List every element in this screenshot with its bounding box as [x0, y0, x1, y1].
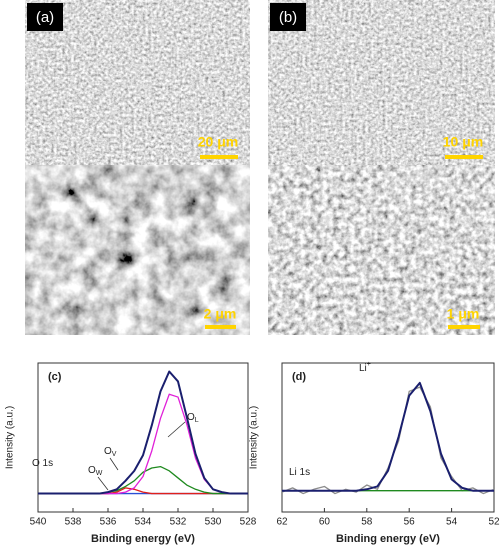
- x-axis-label: Binding energy (eV): [336, 533, 440, 545]
- x-tick-label: 58: [361, 517, 373, 528]
- data-line: [38, 393, 248, 495]
- annotation-subscript: L: [195, 417, 199, 424]
- sem-image: [25, 165, 250, 335]
- scale-bar-label: 2 μm: [204, 306, 237, 322]
- annotation: OV: [104, 446, 117, 458]
- annotation: Li 1s: [289, 467, 310, 478]
- x-tick-label: 528: [240, 517, 257, 528]
- scale-bar-label: 1 μm: [447, 306, 480, 322]
- x-tick-label: 534: [135, 517, 152, 528]
- data-line: [281, 386, 495, 495]
- panel-label: (b): [279, 9, 297, 26]
- x-tick-label: 538: [65, 517, 82, 528]
- data-line: [282, 381, 494, 492]
- y-axis-label: Intensity (a.u.): [249, 406, 260, 469]
- data-line: [38, 370, 248, 495]
- leader-line: [97, 476, 109, 491]
- annotation: OW: [88, 465, 103, 477]
- x-tick-label: 540: [30, 517, 47, 528]
- y-axis-label: Intensity (a.u.): [5, 406, 16, 469]
- x-tick-label: 536: [100, 517, 117, 528]
- scale-bar-label: 10 μm: [443, 134, 483, 150]
- annotation: OL: [187, 412, 199, 424]
- annotation-subscript: V: [112, 451, 117, 458]
- x-tick-label: 56: [404, 517, 416, 528]
- label-box: [27, 3, 63, 31]
- leader-line: [109, 457, 119, 471]
- annotation-text: O 1s: [32, 458, 53, 469]
- scale-bar-label: 20 μm: [198, 134, 238, 150]
- annotation-text: Li: [359, 363, 367, 374]
- panel-label: (a): [36, 9, 54, 26]
- x-tick-label: 54: [446, 517, 458, 528]
- x-tick-label: 52: [488, 517, 500, 528]
- x-axis-label: Binding energy (eV): [91, 533, 195, 545]
- annotation: O 1s: [32, 458, 53, 469]
- annotation: Li+: [359, 361, 371, 374]
- annotation-text: O: [104, 446, 112, 457]
- annotation-subscript: W: [96, 470, 103, 477]
- leader-line: [167, 421, 186, 438]
- annotation-text: O: [88, 465, 96, 476]
- panel-label: (c): [48, 371, 62, 383]
- annotation-superscript: +: [367, 361, 371, 368]
- label-box: [270, 3, 306, 31]
- x-tick-label: 532: [170, 517, 187, 528]
- annotation-text: O: [187, 412, 195, 423]
- sem-image: [268, 165, 495, 335]
- x-tick-label: 530: [205, 517, 222, 528]
- x-tick-label: 60: [319, 517, 331, 528]
- plot-frame: [281, 362, 495, 513]
- panel-label: (d): [292, 371, 306, 383]
- x-tick-label: 62: [276, 517, 288, 528]
- annotation-text: Li 1s: [289, 467, 310, 478]
